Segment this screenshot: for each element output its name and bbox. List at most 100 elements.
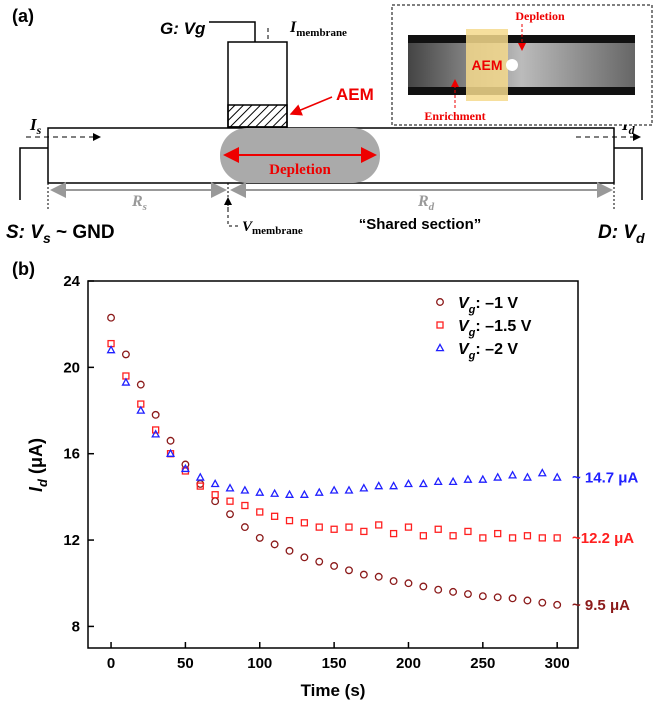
- marker: [448, 476, 458, 486]
- marker: [211, 497, 220, 506]
- marker: [508, 534, 517, 542]
- marker: [151, 410, 160, 419]
- y-tick-label: 8: [72, 618, 80, 635]
- marker: [449, 587, 458, 596]
- inset-aem-label: AEM: [471, 57, 502, 73]
- legend-symbol: V: [458, 295, 470, 312]
- marker: [463, 474, 473, 483]
- marker: [389, 481, 399, 490]
- marker: [523, 532, 532, 540]
- marker: [389, 577, 398, 586]
- x-tick-label: 100: [247, 655, 272, 672]
- marker: [552, 472, 562, 481]
- marker: [359, 483, 369, 492]
- marker: [418, 478, 428, 488]
- marker: [285, 546, 294, 555]
- marker: [375, 521, 383, 529]
- marker: [315, 523, 323, 531]
- source-label: S: Vs ~ GND: [6, 222, 115, 246]
- marker: [285, 489, 294, 498]
- marker: [270, 512, 279, 520]
- x-tick-label: 200: [396, 655, 421, 672]
- y-axis-label: Id (μA): [26, 438, 50, 492]
- marker: [315, 557, 324, 566]
- marker: [210, 478, 220, 488]
- end-label: ~ 9.5 μA: [572, 597, 630, 614]
- inset-depletion: Depletion: [515, 9, 565, 23]
- x-tick-label: 50: [177, 655, 194, 672]
- legend-sub: g: [468, 304, 476, 316]
- gate-label: G: Vg: [160, 19, 206, 38]
- marker: [538, 534, 546, 542]
- marker: [538, 598, 547, 607]
- aem-arrow: [289, 96, 333, 116]
- marker: [464, 527, 472, 536]
- legend-symbol: V: [458, 318, 470, 335]
- legend-text: : –2 V: [475, 341, 518, 358]
- y-tick-label: 24: [63, 273, 80, 290]
- inset: AEM Depletion Enrichment: [391, 4, 653, 126]
- marker: [180, 463, 190, 473]
- panel-label: (b): [12, 259, 35, 279]
- marker: [299, 489, 309, 498]
- marker: [151, 429, 161, 438]
- marker: [389, 529, 398, 538]
- marker: [255, 533, 264, 542]
- marker: [121, 377, 131, 386]
- marker: [478, 592, 487, 601]
- end-label: ~ 14.7 μA: [572, 469, 638, 486]
- x-axis-label: Time (s): [301, 681, 366, 700]
- marker: [152, 426, 160, 434]
- marker: [195, 472, 205, 481]
- marker: [270, 540, 279, 549]
- marker: [285, 516, 294, 525]
- marker: [436, 298, 444, 306]
- shared-section: “Shared section”: [359, 216, 482, 233]
- marker: [240, 523, 249, 532]
- legend-sub: g: [468, 327, 476, 339]
- legend-symbol: V: [458, 341, 470, 358]
- marker: [270, 488, 280, 497]
- v-membrane: Vmembrane: [242, 219, 303, 237]
- marker: [464, 590, 472, 598]
- marker: [508, 470, 518, 479]
- marker: [226, 497, 234, 505]
- marker: [344, 485, 354, 494]
- marker: [196, 479, 205, 488]
- x-tick-label: 300: [545, 655, 570, 672]
- marker: [136, 380, 145, 389]
- marker: [329, 485, 339, 494]
- marker: [403, 478, 413, 488]
- legend-entry: Vg: –1.5 V: [458, 318, 532, 339]
- marker: [374, 481, 384, 490]
- marker: [166, 448, 176, 457]
- drain-wire: [614, 147, 643, 200]
- source-wire: [19, 147, 48, 200]
- aem-membrane: [227, 104, 288, 128]
- marker: [241, 501, 249, 510]
- marker: [493, 472, 503, 481]
- r-s: Rs: [131, 193, 147, 213]
- marker: [300, 553, 309, 562]
- marker: [240, 485, 250, 494]
- marker: [374, 572, 383, 581]
- marker: [314, 487, 324, 496]
- panel-label: (a): [12, 6, 34, 26]
- marker: [435, 343, 445, 352]
- plot-frame: [87, 280, 579, 649]
- gate-wire: [209, 21, 256, 42]
- x-tick-label: 0: [107, 655, 115, 672]
- inset-edge: [408, 87, 635, 95]
- marker: [537, 468, 547, 477]
- legend-text: : –1.5 V: [475, 318, 531, 335]
- x-tick-label: 150: [322, 655, 347, 672]
- marker: [449, 532, 457, 540]
- marker: [522, 472, 532, 481]
- marker: [553, 534, 561, 542]
- marker: [225, 483, 235, 492]
- marker: [360, 527, 368, 536]
- marker: [523, 596, 532, 605]
- marker: [330, 525, 338, 533]
- marker: [256, 508, 264, 516]
